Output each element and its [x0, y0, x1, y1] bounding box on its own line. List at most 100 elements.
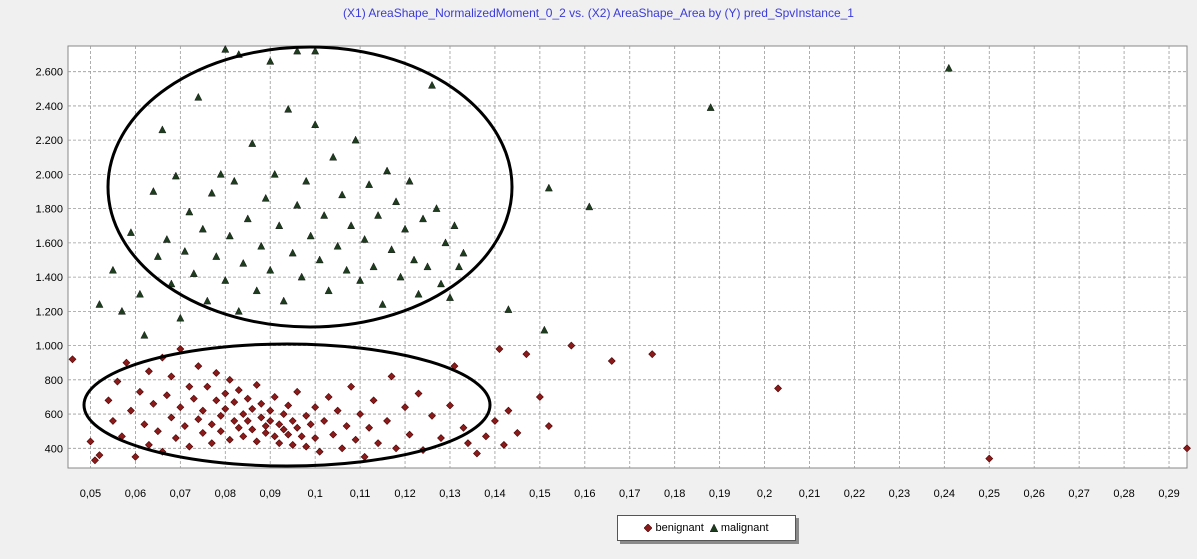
annotation-layer [82, 45, 514, 468]
malignant-point [185, 207, 194, 216]
benignant-point [135, 387, 144, 396]
malignant-point [315, 255, 324, 264]
x-tick-label: 0,27 [1068, 488, 1089, 500]
benignant-point [288, 440, 297, 449]
malignant-point [257, 241, 266, 250]
malignant-point [293, 46, 302, 55]
malignant-point [293, 200, 302, 209]
benignant-point [91, 456, 99, 465]
benignant-point [459, 423, 468, 432]
benignant-point [252, 437, 261, 446]
benignant-point [180, 422, 189, 430]
benignant-point [774, 384, 782, 393]
benignant-point [185, 442, 194, 451]
benignant-point [243, 416, 252, 425]
malignant-point [270, 169, 279, 178]
diamond-marker-icon [644, 524, 653, 532]
benignant-point [365, 423, 374, 432]
malignant-point [261, 193, 270, 202]
x-tick-label: 0,08 [215, 488, 236, 500]
legend-item-benignant: benignant [644, 522, 704, 534]
x-tick-label: 0,29 [1158, 488, 1179, 500]
annotation-ellipse-benignant [82, 342, 492, 468]
benignant-point [297, 432, 306, 441]
malignant-point [176, 313, 185, 322]
malignant-point [405, 176, 414, 185]
benignant-point [212, 369, 221, 377]
malignant-point [347, 221, 356, 229]
malignant-point [212, 252, 221, 260]
benignant-point [279, 410, 288, 418]
benignant-point [544, 422, 553, 430]
malignant-point [351, 135, 360, 144]
benignant-point [248, 425, 257, 434]
malignant-point [149, 187, 158, 195]
malignant-point [194, 92, 203, 101]
benignant-point [216, 411, 225, 420]
benignant-point [311, 403, 320, 412]
legend-label-malignant: malignant [720, 522, 769, 534]
benignant-point [207, 439, 216, 448]
malignant-point [342, 265, 351, 274]
malignant-point [266, 265, 275, 274]
malignant-point [221, 276, 230, 284]
x-tick-label: 0,13 [439, 488, 460, 500]
benignant-point [239, 432, 248, 441]
benignant-point [109, 416, 117, 425]
x-tick-label: 0,09 [260, 488, 281, 500]
benignant-point [428, 411, 436, 420]
malignant-point [109, 265, 117, 274]
malignant-point [374, 211, 383, 219]
benignant-point [356, 410, 365, 418]
malignant-point [189, 269, 198, 277]
malignant-point [414, 289, 423, 298]
malignant-point [306, 231, 315, 240]
benignant-point [482, 432, 490, 441]
malignant-point [297, 272, 306, 281]
x-tick-label: 0,12 [394, 488, 415, 500]
benignant-point [266, 406, 275, 415]
y-tick-label: 1.800 [35, 204, 63, 216]
malignant-point [207, 188, 216, 197]
x-tick-label: 0,11 [350, 488, 371, 500]
malignant-point [360, 235, 369, 243]
malignant-point [944, 63, 953, 72]
y-tick-label: 1.200 [35, 306, 63, 318]
malignant-point [410, 255, 418, 264]
malignant-point [504, 305, 513, 313]
benignant-point [607, 357, 616, 365]
benignant-point [504, 406, 513, 415]
malignant-point [203, 296, 212, 305]
x-tick-label: 0,16 [574, 488, 595, 500]
benignant-point [126, 406, 135, 415]
malignant-point [459, 248, 468, 257]
benignant-point [216, 427, 225, 436]
benignant-point [293, 423, 302, 432]
benignant-point [198, 428, 207, 437]
y-tick-label: 2.200 [35, 135, 63, 147]
y-tick-label: 2.000 [35, 169, 63, 181]
benignant-point [261, 428, 270, 437]
x-tick-label: 0,07 [170, 488, 191, 500]
benignant-point [383, 416, 391, 425]
y-tick-label: 1.600 [35, 238, 63, 250]
chart-legend: benignant malignant [617, 515, 796, 541]
malignant-point [135, 289, 144, 298]
benignant-point [414, 389, 423, 398]
benignant-point [342, 422, 351, 430]
malignant-point [225, 231, 234, 240]
benignant-point [257, 413, 266, 422]
malignant-point [387, 245, 396, 253]
benignant-point [279, 425, 288, 434]
x-tick-label: 0,05 [80, 488, 101, 500]
benignant-point [167, 413, 176, 422]
x-tick-label: 0,1 [308, 488, 323, 500]
benignant-point [270, 393, 279, 401]
malignant-point [252, 286, 261, 295]
benignant-point [176, 403, 185, 412]
benignant-point [405, 430, 414, 439]
benignant-point [293, 387, 302, 396]
benignant-point [495, 345, 504, 353]
benignant-point [513, 428, 522, 437]
